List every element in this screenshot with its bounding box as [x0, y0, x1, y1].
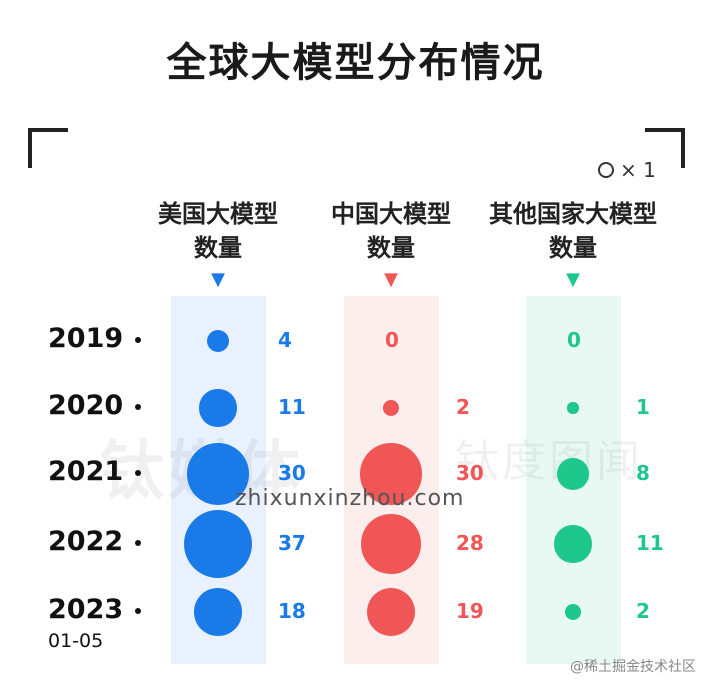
data-label: 30 — [278, 461, 306, 485]
column-header-1: 中国大模型数量 ▼ — [291, 197, 491, 291]
year-label: 2019 — [48, 323, 142, 354]
corner-bracket-left — [28, 128, 68, 168]
year-label: 2022 — [48, 526, 142, 557]
bubble-mark — [194, 588, 242, 636]
chart-title: 全球大模型分布情况 — [166, 40, 545, 86]
legend-label: × 1 — [620, 158, 656, 182]
data-label: 0 — [385, 328, 399, 352]
year-label: 2021 — [48, 456, 142, 487]
legend: × 1 — [598, 158, 656, 182]
column-header-2: 其他国家大模型 数量 ▼ — [473, 197, 673, 291]
data-label: 2 — [636, 599, 650, 623]
background-logo-secondary: 钛度图闻 — [455, 436, 643, 487]
data-label: 11 — [636, 531, 664, 555]
data-label: 11 — [278, 395, 306, 419]
data-label: 28 — [456, 531, 484, 555]
bullet-dot — [135, 539, 142, 546]
column-header-line: 数量 — [367, 234, 415, 262]
bubble-mark — [366, 587, 416, 637]
bubble-mark — [361, 514, 421, 574]
down-triangle-icon: ▼ — [384, 269, 398, 290]
bubble-mark — [557, 458, 589, 490]
data-label: 2 — [456, 395, 470, 419]
bubble-mark — [554, 525, 592, 563]
bubble-mark — [206, 329, 230, 353]
year-sublabel: 01-05 — [48, 630, 104, 652]
bullet-dot — [135, 336, 142, 343]
bubble-mark — [565, 604, 581, 620]
down-triangle-icon: ▼ — [211, 269, 225, 290]
data-label: 0 — [567, 328, 581, 352]
bubble-mark — [360, 443, 422, 505]
bullet-dot — [135, 403, 142, 410]
corner-bracket-right — [645, 128, 685, 168]
bullet-dot — [135, 469, 142, 476]
column-header-line: 中国大模型 — [331, 200, 451, 228]
watermark: zhixunxinzhou.com — [235, 486, 465, 511]
bubble-mark — [567, 402, 579, 414]
data-label: 4 — [278, 328, 292, 352]
data-label: 18 — [278, 599, 306, 623]
column-header-0: 美国大模型数量 ▼ — [118, 197, 318, 291]
data-label: 1 — [636, 395, 650, 419]
year-label: 2023 — [48, 594, 142, 625]
bubble-mark — [184, 510, 252, 578]
circle-icon — [598, 162, 614, 178]
column-header-line: 数量 — [549, 234, 597, 262]
bubble-mark — [187, 443, 249, 505]
column-header-line: 数量 — [194, 234, 242, 262]
data-label: 8 — [636, 461, 650, 485]
data-label: 37 — [278, 531, 306, 555]
bubble-mark — [199, 389, 237, 427]
down-triangle-icon: ▼ — [566, 269, 580, 290]
credit-text: @稀土掘金技术社区 — [570, 659, 696, 675]
year-label: 2020 — [48, 390, 142, 421]
column-header-line: 美国大模型 — [158, 200, 278, 228]
bullet-dot — [135, 607, 142, 614]
data-label: 30 — [456, 461, 484, 485]
data-label: 19 — [456, 599, 484, 623]
column-header-line: 其他国家大模型 — [489, 200, 657, 228]
bubble-mark — [383, 400, 399, 416]
